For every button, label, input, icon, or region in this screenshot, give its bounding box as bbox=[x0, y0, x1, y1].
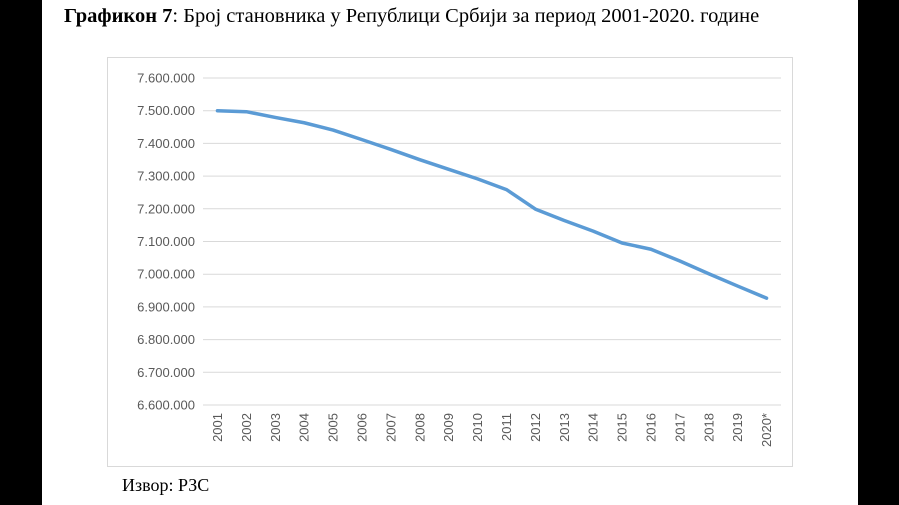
x-tick-label: 2009 bbox=[441, 413, 456, 442]
x-tick-label: 2003 bbox=[268, 413, 283, 442]
y-tick-label: 6.700.000 bbox=[137, 365, 195, 380]
x-tick-label: 2018 bbox=[701, 413, 716, 442]
x-tick-label: 2011 bbox=[499, 413, 514, 441]
x-tick-label: 2017 bbox=[672, 413, 687, 442]
population-line-chart: 6.600.000 6.700.000 6.800.000 6.900.000 7.00… bbox=[137, 71, 781, 447]
gridlines bbox=[203, 77, 781, 406]
figure-caption: Графикон 7: Број становника у Републици … bbox=[64, 5, 759, 28]
x-tick-label: 2015 bbox=[615, 413, 630, 442]
x-tick-label: 2012 bbox=[528, 413, 543, 442]
x-tick-label: 2020* bbox=[759, 413, 774, 447]
y-tick-label: 7.100.000 bbox=[137, 234, 195, 249]
series-layer bbox=[215, 108, 769, 300]
source-note: Извор: РЗС bbox=[122, 475, 210, 495]
y-tick-label: 7.500.000 bbox=[137, 103, 195, 118]
x-tick-label: 2004 bbox=[297, 413, 312, 442]
y-tick-label: 7.600.000 bbox=[137, 71, 195, 86]
x-tick-label: 2001 bbox=[210, 413, 225, 442]
y-tick-label: 7.200.000 bbox=[137, 201, 195, 216]
y-axis-tick-labels: 6.600.000 6.700.000 6.800.000 6.900.000 7.00… bbox=[137, 71, 195, 413]
x-tick-label: 2016 bbox=[643, 413, 658, 442]
x-tick-label: 2010 bbox=[470, 413, 485, 442]
x-tick-label: 2014 bbox=[586, 413, 601, 442]
x-tick-label: 2006 bbox=[354, 413, 369, 442]
chart-frame: 6.600.000 6.700.000 6.800.000 6.900.000 7.00… bbox=[107, 57, 793, 467]
x-tick-label: 2008 bbox=[412, 413, 427, 442]
x-tick-label: 2007 bbox=[383, 413, 398, 442]
document-page: Графикон 7: Број становника у Републици … bbox=[42, 0, 858, 505]
y-tick-label: 7.400.000 bbox=[137, 136, 195, 151]
caption-text: : Број становника у Републици Србији за … bbox=[172, 5, 760, 27]
y-tick-label: 6.600.000 bbox=[137, 398, 195, 413]
y-tick-label: 6.800.000 bbox=[137, 332, 195, 347]
x-tick-label: 2019 bbox=[730, 413, 745, 442]
y-tick-label: 6.900.000 bbox=[137, 299, 195, 314]
x-tick-label: 2005 bbox=[326, 413, 341, 442]
y-tick-label: 7.000.000 bbox=[137, 267, 195, 282]
y-tick-label: 7.300.000 bbox=[137, 169, 195, 184]
x-tick-label: 2002 bbox=[239, 413, 254, 442]
caption-label: Графикон 7 bbox=[64, 5, 173, 27]
x-axis-tick-labels: 2001 2002 2003 2004 2005 2006 2007 2008 2009 2010… bbox=[210, 413, 774, 447]
series-line bbox=[215, 108, 769, 300]
x-tick-label: 2013 bbox=[557, 413, 572, 442]
